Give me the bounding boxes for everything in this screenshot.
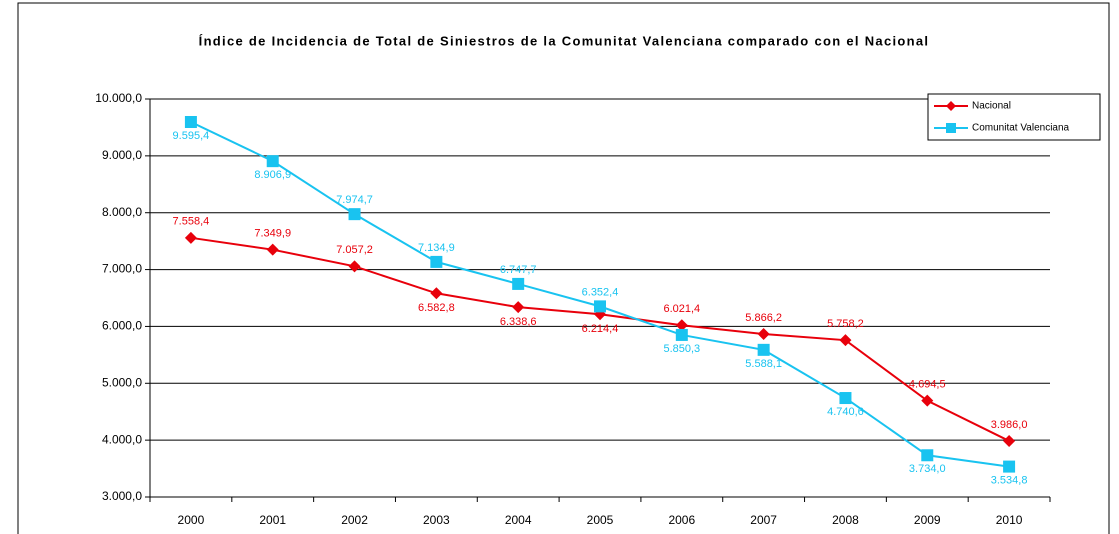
point-marker xyxy=(839,334,852,347)
x-tick-label: 2010 xyxy=(996,513,1023,527)
point-marker xyxy=(430,287,443,300)
data-label: 4.740,6 xyxy=(827,406,864,418)
data-label: 6.338,6 xyxy=(500,316,537,328)
point-marker xyxy=(757,328,770,341)
data-label: 6.214,4 xyxy=(582,323,619,335)
x-tick-label: 2004 xyxy=(505,513,532,527)
point-marker xyxy=(348,260,361,273)
y-tick-label: 7.000,0 xyxy=(102,262,142,276)
x-tick-label: 2002 xyxy=(341,513,368,527)
y-tick-label: 4.000,0 xyxy=(102,432,142,446)
point-marker xyxy=(921,394,934,407)
point-marker xyxy=(839,392,852,405)
data-label: 5.588,1 xyxy=(745,358,782,370)
point-marker xyxy=(184,231,197,244)
point-marker xyxy=(266,155,279,168)
point-marker xyxy=(512,301,525,314)
data-label: 6.021,4 xyxy=(663,303,700,315)
point-marker xyxy=(757,343,770,356)
data-label: 7.057,2 xyxy=(336,244,373,256)
legend-label: Nacional xyxy=(972,101,1011,112)
chart-frame xyxy=(17,2,1110,534)
point-marker xyxy=(430,255,443,268)
data-label: 8.906,9 xyxy=(254,169,291,181)
series-line xyxy=(190,236,1010,442)
y-tick-label: 3.000,0 xyxy=(102,489,142,503)
point-marker xyxy=(675,319,688,332)
point-marker xyxy=(1003,460,1016,473)
data-label: 6.747,7 xyxy=(500,264,537,276)
y-tick-label: 10.000,0 xyxy=(95,91,142,105)
x-tick-label: 2007 xyxy=(750,513,777,527)
data-label: 7.134,9 xyxy=(418,242,455,254)
data-label: 5.850,3 xyxy=(663,343,700,355)
y-tick-label: 5.000,0 xyxy=(102,375,142,389)
data-label: 5.866,2 xyxy=(745,312,782,324)
data-label: 3.986,0 xyxy=(991,419,1028,431)
x-tick-label: 2008 xyxy=(832,513,859,527)
y-tick-label: 9.000,0 xyxy=(102,148,142,162)
data-label: 6.352,4 xyxy=(582,286,619,298)
x-tick-label: 2001 xyxy=(259,513,286,527)
legend-box xyxy=(927,93,1101,141)
x-tick-label: 2006 xyxy=(668,513,695,527)
data-label: 3.734,0 xyxy=(909,463,946,475)
data-label: 9.595,4 xyxy=(173,130,210,142)
data-label: 5.758,2 xyxy=(827,318,864,330)
data-label: 7.974,7 xyxy=(336,194,373,206)
legend-marker xyxy=(946,101,956,111)
point-marker xyxy=(348,208,361,221)
data-label: 7.558,4 xyxy=(173,216,210,228)
x-tick-label: 2009 xyxy=(914,513,941,527)
data-label: 4.694,5 xyxy=(909,379,946,391)
point-marker xyxy=(594,300,606,313)
point-marker xyxy=(1003,434,1016,447)
data-label: 6.582,8 xyxy=(418,302,455,314)
y-tick-label: 6.000,0 xyxy=(102,319,142,333)
data-label: 3.534,8 xyxy=(991,474,1028,486)
legend-marker xyxy=(946,123,956,133)
x-tick-label: 2003 xyxy=(423,513,450,527)
point-marker xyxy=(512,277,525,290)
x-tick-label: 2000 xyxy=(178,513,205,527)
chart-title: Índice de Incidencia de Total de Siniest… xyxy=(199,33,930,48)
point-marker xyxy=(675,328,688,341)
point-marker xyxy=(266,243,279,256)
legend-label: Comunitat Valenciana xyxy=(972,123,1070,134)
y-tick-label: 8.000,0 xyxy=(102,205,142,219)
data-label: 7.349,9 xyxy=(254,228,291,240)
point-marker xyxy=(921,449,934,462)
point-marker xyxy=(184,116,197,129)
x-tick-label: 2005 xyxy=(587,513,614,527)
